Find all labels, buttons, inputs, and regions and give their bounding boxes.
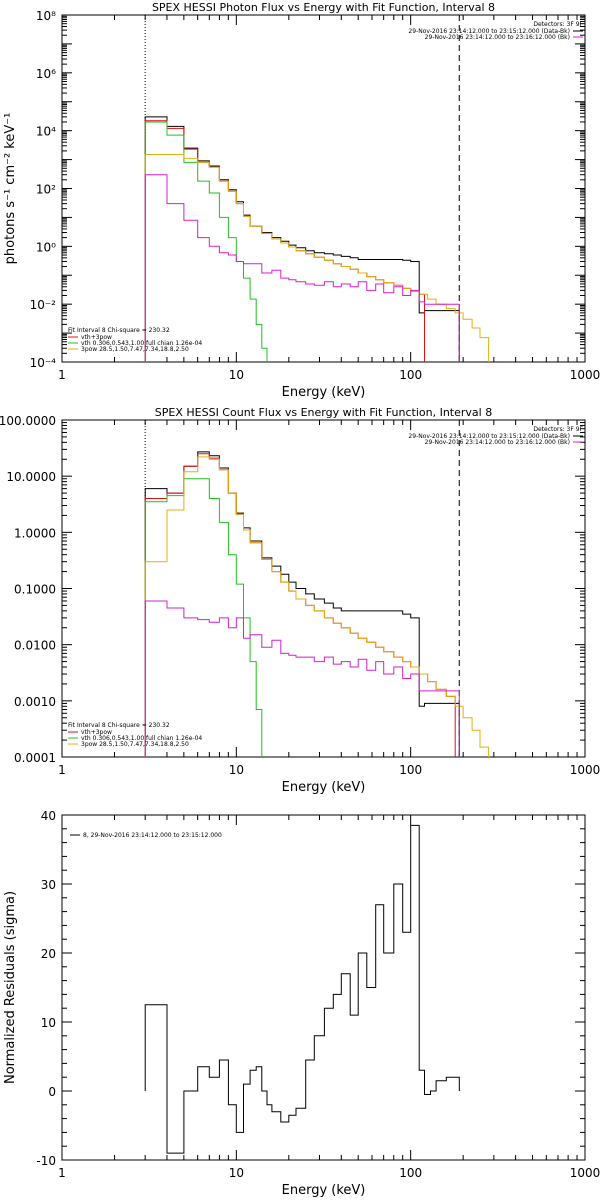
legend-heading: Detectors: 3F 9F xyxy=(533,426,583,433)
chart-title: SPEX HESSI Photon Flux vs Energy with Fi… xyxy=(152,1,495,14)
y-tick-label: 10⁸ xyxy=(36,9,56,23)
series-line-1 xyxy=(144,451,460,757)
x-tick-label: 1000 xyxy=(570,1166,600,1180)
series-line-5 xyxy=(144,174,460,362)
legend-legend_bottom_left: Fit Interval 8 Chi-square = 230.32vth+3p… xyxy=(68,722,202,748)
legend-entry: vth+3pow xyxy=(81,334,112,341)
y-tick-label: 10.0000 xyxy=(6,470,56,484)
legend-entry: vth+3pow xyxy=(81,729,112,736)
series-line-3 xyxy=(144,121,268,362)
y-tick-label: 10² xyxy=(36,183,56,197)
legend-heading: Detectors: 3F 9F xyxy=(533,21,583,28)
chart-panel-3: 1 10 100 1000 Energy (keV) -10 0 10 20 30 40 Normal… xyxy=(3,809,600,1198)
x-tick-label: 1 xyxy=(58,763,66,777)
legend-entry: 29-Nov-2016 23:14:12.000 to 23:16:12.000… xyxy=(425,34,570,41)
series-group xyxy=(144,824,460,1154)
series-line-3 xyxy=(144,478,263,757)
series-group xyxy=(144,451,490,757)
y-tick-label: 10⁴ xyxy=(36,125,56,139)
series-line-1 xyxy=(144,824,460,1154)
series-line-4 xyxy=(144,154,490,362)
legend-heading: Fit Interval 8 Chi-square = 230.32 xyxy=(68,722,170,729)
series-line-5 xyxy=(144,600,460,757)
legend-entry: 29-Nov-2016 23:14:12.000 to 23:16:12.000… xyxy=(425,439,570,446)
x-tick-label: 10 xyxy=(229,1166,244,1180)
legend-heading: Fit Interval 8 Chi-square = 230.32 xyxy=(68,327,170,334)
x-tick-label: 100 xyxy=(399,763,422,777)
legend-entry: vth 0.306,0.543,1.00 full chian 1.26e-04 xyxy=(81,340,202,347)
y-tick-label: 0.0100 xyxy=(14,639,56,653)
y-tick-label: 10⁶ xyxy=(36,67,56,81)
y-tick-label: 0 xyxy=(48,1085,56,1099)
series-line-2 xyxy=(144,453,456,757)
y-tick-label: 40 xyxy=(41,809,56,823)
plot-frame xyxy=(61,14,586,363)
legend-entry: 3pow 28.5,1.50,7.47,7.34,18.8,2.50 xyxy=(81,346,189,353)
y-tick-label: 30 xyxy=(41,878,56,892)
y-tick-label: 10⁻² xyxy=(30,298,57,312)
plot-frame xyxy=(61,814,586,1161)
y-tick-label: 10⁻⁴ xyxy=(30,356,57,370)
legend-legend_bottom_left: Fit Interval 8 Chi-square = 230.32vth+3p… xyxy=(68,327,202,353)
y-tick-label: 0.0010 xyxy=(14,695,56,709)
x-tick-label: 1000 xyxy=(570,763,600,777)
y-tick-label: 20 xyxy=(41,947,56,961)
chart-title: SPEX HESSI Count Flux vs Energy with Fit… xyxy=(155,406,492,419)
chart-panel-2: SPEX HESSI Count Flux vs Energy with Fit… xyxy=(0,406,600,795)
y-tick-label: 1.0000 xyxy=(14,526,56,540)
x-tick-label: 100 xyxy=(399,1166,422,1180)
legend-entry: 29-Nov-2016 23:14:12.000 to 23:15:12.000… xyxy=(408,433,570,440)
legend-entry: 8, 29-Nov-2016 23:14:12.000 to 23:15:12.… xyxy=(83,832,222,839)
plot-frame xyxy=(61,419,586,758)
legend-entry: 29-Nov-2016 23:14:12.000 to 23:15:12.000… xyxy=(408,28,570,35)
legend-entry: vth 0.306,0.543,1.00 full chian 1.26e-04 xyxy=(81,735,202,742)
y-axis-label: Normalized Residuals (sigma) xyxy=(3,891,18,1084)
y-tick-label: 100.0000 xyxy=(0,414,56,428)
x-tick-label: 100 xyxy=(399,368,422,382)
y-tick-label: 10 xyxy=(41,1016,56,1030)
series-group xyxy=(144,116,490,362)
x-tick-label: 10 xyxy=(229,763,244,777)
legend-entry: 3pow 28.5,1.50,7.47,7.34,18.8,2.50 xyxy=(81,741,189,748)
y-tick-label: 10⁰ xyxy=(36,240,56,254)
x-tick-label: 1000 xyxy=(570,368,600,382)
x-tick-label: 10 xyxy=(229,368,244,382)
chart-panel-1: SPEX HESSI Photon Flux vs Energy with Fi… xyxy=(3,1,600,400)
x-axis-label: Energy (keV) xyxy=(282,780,366,795)
x-tick-label: 1 xyxy=(58,368,66,382)
series-line-1 xyxy=(144,116,460,362)
x-axis-label: Energy (keV) xyxy=(282,1183,366,1198)
series-line-4 xyxy=(144,456,490,757)
y-tick-label: 0.1000 xyxy=(14,583,56,597)
y-tick-label: -10 xyxy=(36,1154,56,1168)
y-tick-label: 0.0001 xyxy=(14,751,56,765)
y-axis-label: photons s⁻¹ cm⁻² keV⁻¹ xyxy=(3,113,18,265)
legend-legend_top_left: 8, 29-Nov-2016 23:14:12.000 to 23:15:12.… xyxy=(70,832,222,839)
x-tick-label: 1 xyxy=(58,1166,66,1180)
x-axis-label: Energy (keV) xyxy=(282,385,366,400)
